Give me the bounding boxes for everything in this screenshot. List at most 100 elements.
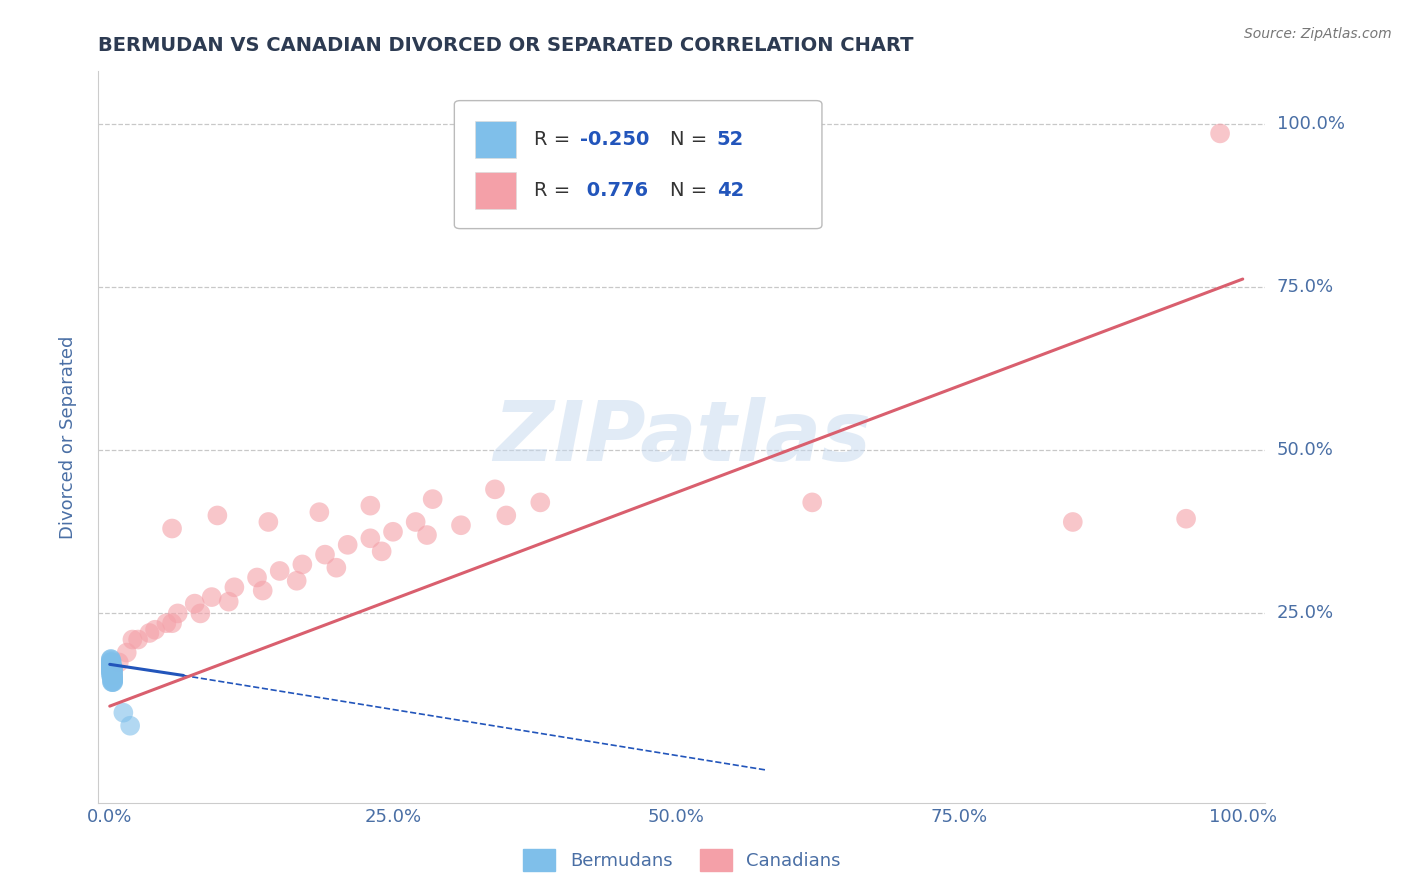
Point [101, 665, 124, 680]
Point [101, 673, 124, 687]
Point [314, 548, 336, 562]
Point [101, 675, 124, 690]
Point [1209, 127, 1232, 141]
Point [101, 675, 124, 690]
Text: 75.0%: 75.0% [1277, 278, 1334, 296]
Text: BERMUDAN VS CANADIAN DIVORCED OR SEPARATED CORRELATION CHART: BERMUDAN VS CANADIAN DIVORCED OR SEPARAT… [98, 36, 914, 54]
Point [160, 521, 183, 535]
Point [101, 666, 124, 681]
Point [101, 660, 124, 674]
Point [101, 668, 124, 682]
Point [100, 658, 122, 673]
Point [269, 564, 291, 578]
Point [100, 664, 122, 678]
Point [801, 495, 824, 509]
Text: 52: 52 [717, 130, 744, 149]
Point [100, 657, 122, 672]
Point [101, 668, 124, 682]
Point [101, 664, 124, 678]
Point [101, 658, 124, 673]
Point [101, 660, 124, 674]
Point [101, 668, 124, 682]
Point [143, 623, 166, 637]
Point [1175, 512, 1198, 526]
Point [308, 505, 330, 519]
Point [100, 662, 122, 676]
Point [246, 570, 269, 584]
Point [100, 657, 122, 672]
Point [101, 662, 124, 676]
Point [218, 594, 240, 608]
Text: R =: R = [534, 181, 576, 200]
Point [101, 662, 124, 676]
Point [101, 673, 124, 687]
Text: 100.0%: 100.0% [1277, 114, 1344, 133]
Text: 42: 42 [717, 181, 744, 200]
Text: 25.0%: 25.0% [1277, 605, 1334, 623]
Point [101, 665, 124, 680]
Point [108, 656, 131, 670]
Point [101, 673, 124, 687]
Point [101, 668, 124, 682]
Point [100, 656, 122, 670]
Point [291, 558, 314, 572]
Point [121, 632, 143, 647]
Point [370, 544, 392, 558]
Point [155, 616, 177, 631]
Point [101, 673, 124, 687]
Point [101, 668, 124, 682]
Text: -0.250: -0.250 [581, 130, 650, 149]
Point [112, 706, 135, 720]
FancyBboxPatch shape [475, 172, 516, 209]
FancyBboxPatch shape [475, 121, 516, 158]
Point [115, 646, 138, 660]
Point [382, 524, 405, 539]
Point [336, 538, 359, 552]
Point [101, 664, 124, 678]
Point [201, 590, 224, 604]
Point [359, 499, 381, 513]
Y-axis label: Divorced or Separated: Divorced or Separated [59, 335, 77, 539]
FancyBboxPatch shape [454, 101, 823, 228]
Text: N =: N = [671, 181, 714, 200]
Text: N =: N = [671, 130, 714, 149]
Point [100, 666, 122, 681]
Point [359, 531, 381, 545]
Point [100, 652, 122, 666]
Point [100, 653, 122, 667]
Point [100, 660, 122, 674]
Point [405, 515, 427, 529]
Point [416, 528, 439, 542]
Point [224, 580, 246, 594]
Point [101, 672, 124, 686]
Point [190, 607, 212, 621]
Point [120, 719, 142, 733]
Text: ZIPatlas: ZIPatlas [494, 397, 870, 477]
Point [100, 656, 122, 670]
Point [422, 492, 444, 507]
Point [285, 574, 308, 588]
Text: 50.0%: 50.0% [1277, 442, 1333, 459]
Point [100, 658, 122, 673]
Point [101, 675, 124, 690]
Point [252, 583, 274, 598]
Point [101, 675, 124, 690]
Text: R =: R = [534, 130, 576, 149]
Point [529, 495, 551, 509]
Point [101, 668, 124, 682]
Point [495, 508, 517, 523]
Point [100, 656, 122, 670]
Legend: Bermudans, Canadians: Bermudans, Canadians [516, 841, 848, 878]
Point [101, 668, 124, 682]
Point [101, 662, 124, 676]
Point [1062, 515, 1084, 529]
Point [100, 664, 122, 678]
Point [101, 670, 124, 684]
Point [101, 672, 124, 686]
Point [138, 626, 160, 640]
Text: 0.776: 0.776 [581, 181, 648, 200]
Text: Source: ZipAtlas.com: Source: ZipAtlas.com [1244, 27, 1392, 41]
Point [183, 597, 205, 611]
Point [127, 632, 149, 647]
Point [100, 652, 122, 666]
